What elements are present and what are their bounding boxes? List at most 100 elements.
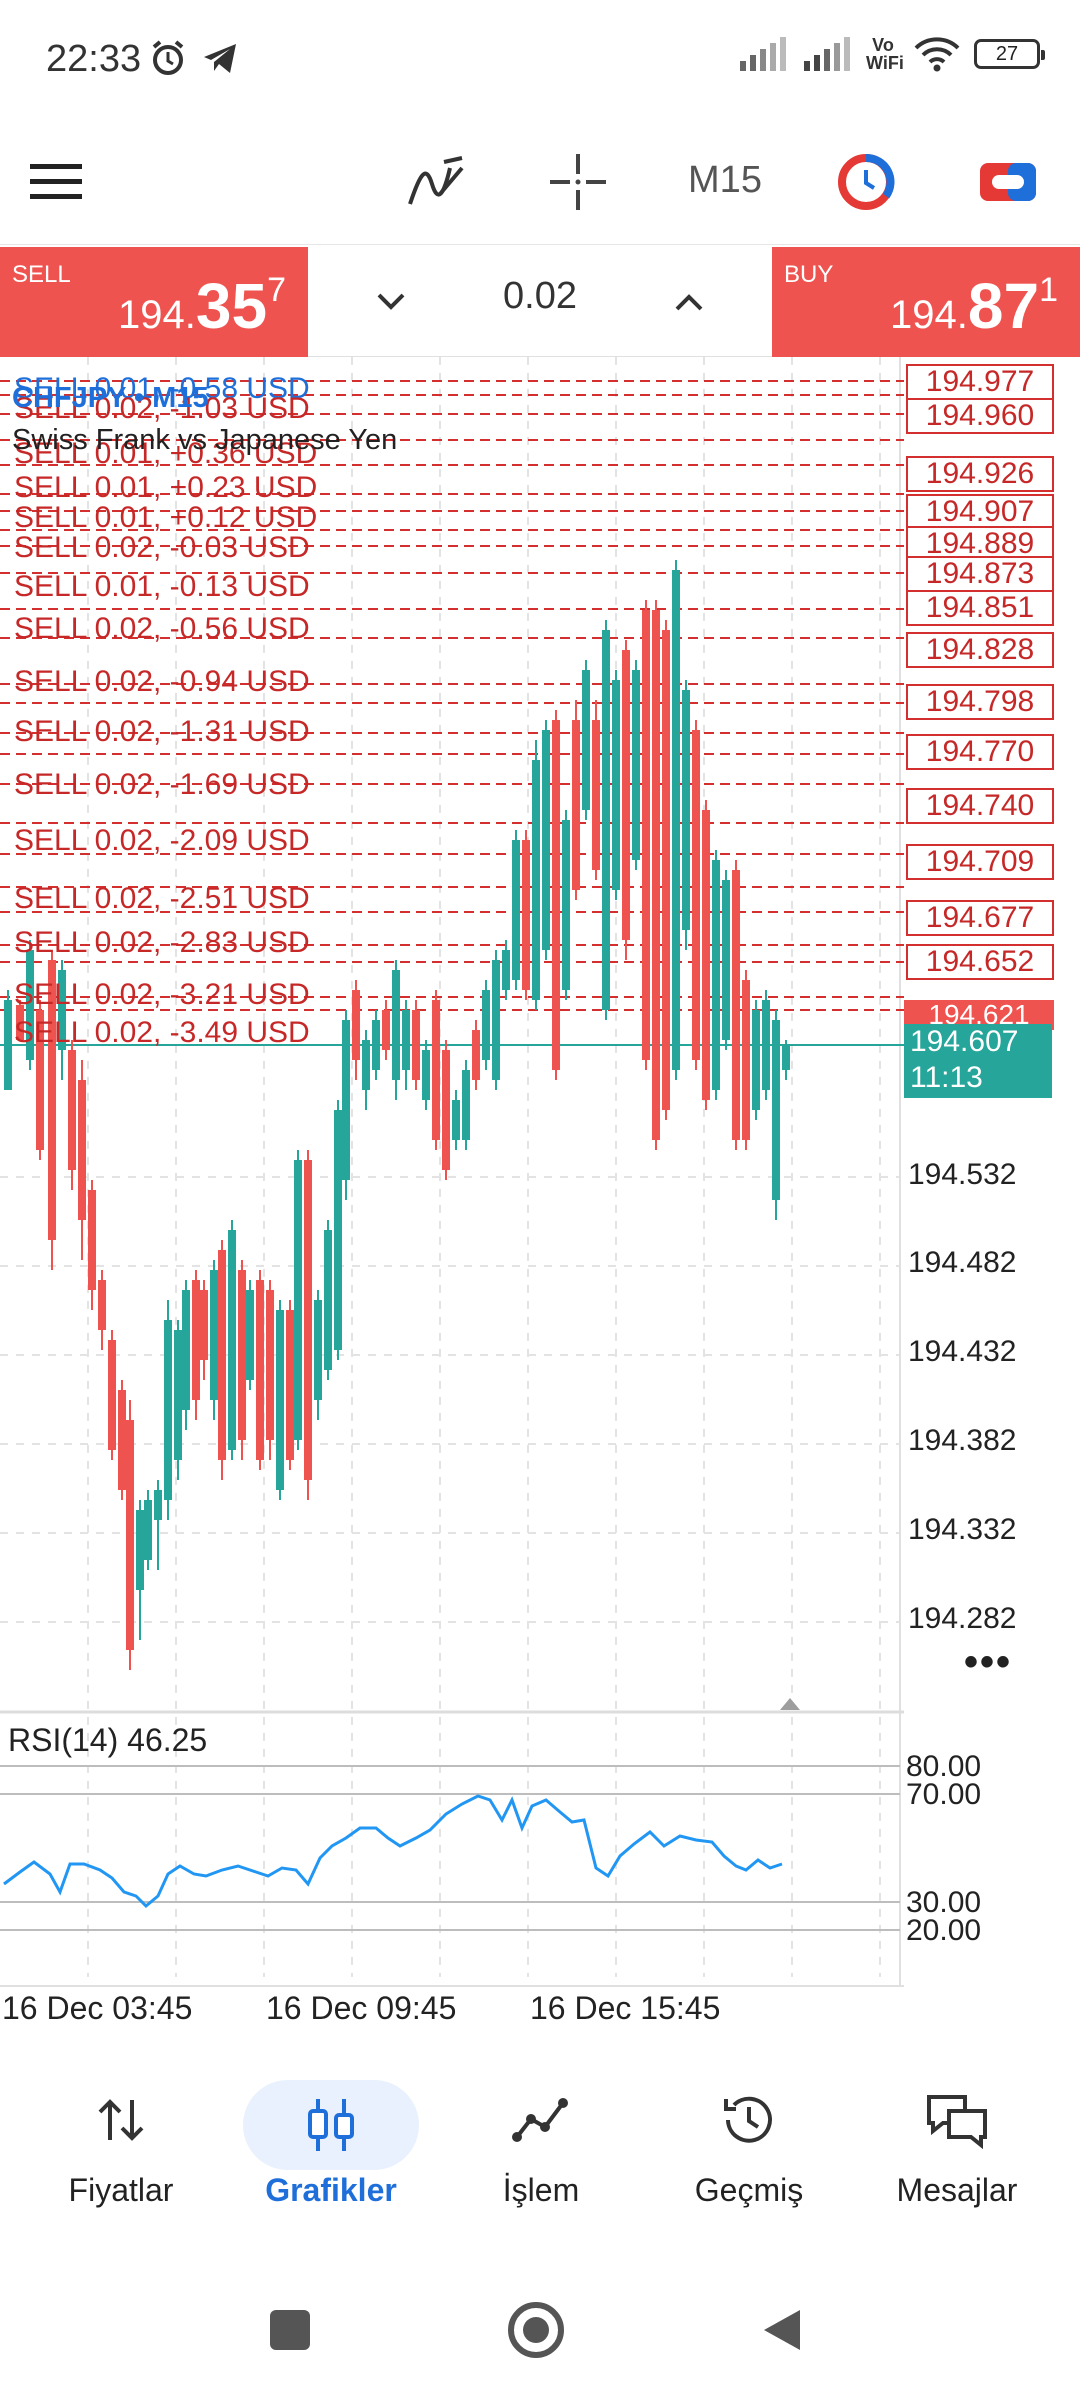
- candle-body: [612, 680, 620, 890]
- order-label[interactable]: SELL 0.01, +0.23 USD: [14, 471, 318, 504]
- price-chart[interactable]: [0, 357, 1080, 1997]
- candle-body: [552, 720, 560, 1070]
- one-click-trade-panel: SELL 194.357 0.02 BUY 194.871: [0, 245, 1080, 357]
- volume-decrease-button[interactable]: [358, 269, 424, 335]
- candle-body: [200, 1290, 208, 1360]
- buy-button[interactable]: BUY 194.871: [772, 247, 1080, 357]
- candle-body: [392, 970, 400, 1080]
- back-button[interactable]: [742, 2290, 822, 2370]
- candle-body: [118, 1390, 126, 1490]
- candles-icon: [308, 2099, 354, 2151]
- candle-body: [542, 730, 550, 950]
- candle-body: [682, 690, 690, 930]
- order-label[interactable]: SELL 0.02, -2.51 USD: [14, 882, 310, 915]
- candle-body: [136, 1510, 144, 1590]
- volume-value[interactable]: 0.02: [503, 275, 577, 317]
- menu-icon[interactable]: [16, 142, 96, 222]
- candle-body: [4, 1000, 12, 1090]
- order-label[interactable]: SELL 0.01, +0.12 USD: [14, 501, 318, 534]
- timeframe-button[interactable]: M15: [688, 159, 762, 201]
- status-bar: 22:33 Vo WiFi 27: [0, 0, 1080, 120]
- signal-icon: [740, 37, 786, 71]
- current-price-tag: 194.607 11:13: [904, 1024, 1052, 1098]
- candle-body: [78, 1080, 86, 1220]
- candle-body: [422, 1050, 430, 1100]
- status-time: 22:33: [46, 38, 142, 80]
- order-price-tag: 194.977: [906, 364, 1054, 400]
- candle-body: [210, 1270, 218, 1400]
- bottom-navigation: Fiyatlar Grafikler İşlem Geçmiş Mesajlar: [0, 2060, 1080, 2230]
- order-price-tag: 194.926: [906, 456, 1054, 492]
- order-label[interactable]: SELL 0.02, -0.03 USD: [14, 531, 310, 564]
- candle-body: [182, 1290, 190, 1410]
- crosshair-icon[interactable]: [538, 142, 618, 222]
- order-label[interactable]: SELL 0.02, -1.03 USD: [14, 392, 310, 425]
- candle-body: [512, 840, 520, 980]
- order-label[interactable]: SELL 0.02, -1.31 USD: [14, 715, 310, 748]
- candle-body: [334, 1110, 342, 1350]
- trade-line-icon: [512, 2098, 568, 2142]
- home-button[interactable]: [496, 2290, 576, 2370]
- rsi-level-label: 70.00: [906, 1778, 982, 1811]
- candle-body: [362, 1040, 370, 1090]
- candle-body: [732, 870, 740, 1140]
- chevron-down-icon: [377, 293, 405, 310]
- order-label[interactable]: SELL 0.01, -0.58 USD: [14, 372, 310, 405]
- sell-button[interactable]: SELL 194.357: [0, 247, 308, 357]
- chevron-up-icon: [675, 294, 703, 311]
- candle-body: [562, 820, 570, 990]
- telegram-icon: [204, 44, 236, 73]
- order-price-tag: 194.652: [906, 944, 1054, 980]
- candle-body: [622, 650, 630, 940]
- candle-body: [58, 970, 66, 1050]
- order-label[interactable]: SELL 0.02, -3.49 USD: [14, 1016, 310, 1049]
- candle-body: [48, 960, 56, 1240]
- order-price-tag: 194.770: [906, 734, 1054, 770]
- nav-quotes[interactable]: Fiyatlar: [26, 2080, 216, 2230]
- order-label[interactable]: SELL 0.02, -3.21 USD: [14, 978, 310, 1011]
- nav-history[interactable]: Geçmiş: [654, 2080, 844, 2230]
- candle-body: [294, 1160, 302, 1440]
- status-left-icons: [148, 38, 240, 78]
- candle-body: [164, 1320, 172, 1500]
- candle-body: [174, 1330, 182, 1460]
- volume-control: 0.02: [308, 247, 772, 357]
- order-label[interactable]: SELL 0.01, +0.36 USD: [14, 437, 318, 470]
- nav-charts[interactable]: Grafikler: [236, 2080, 426, 2230]
- candle-body: [286, 1310, 294, 1460]
- nav-trade[interactable]: İşlem: [446, 2080, 636, 2230]
- candle-body: [432, 1000, 440, 1140]
- chart-description: Swiss Frank vs Japanese Yen: [12, 424, 398, 456]
- order-label[interactable]: SELL 0.01, -0.13 USD: [14, 570, 310, 603]
- candle-body: [192, 1280, 200, 1400]
- candle-body: [126, 1420, 134, 1650]
- more-options-icon[interactable]: •••: [964, 1640, 1013, 1684]
- order-label[interactable]: SELL 0.02, -2.83 USD: [14, 926, 310, 959]
- time-axis-label: 16 Dec 03:45: [2, 1990, 193, 2026]
- one-click-trading-icon[interactable]: [968, 142, 1048, 222]
- bar-timer: 11:13: [910, 1061, 983, 1094]
- candle-body: [602, 630, 610, 1010]
- history-icon: [724, 2096, 772, 2143]
- candle-body: [582, 670, 590, 810]
- indicators-icon[interactable]: [396, 142, 476, 222]
- price-axis-label: 194.332: [908, 1513, 1017, 1546]
- volume-increase-button[interactable]: [656, 269, 722, 335]
- trade-timer-icon[interactable]: [826, 142, 906, 222]
- nav-messages[interactable]: Mesajlar: [862, 2080, 1052, 2230]
- candle-body: [352, 990, 360, 1060]
- status-right-icons: Vo WiFi 27: [738, 36, 1045, 72]
- current-price: 194.607: [910, 1025, 1019, 1058]
- candle-body: [762, 1000, 770, 1090]
- rsi-label: RSI(14) 46.25: [8, 1722, 208, 1758]
- order-label[interactable]: SELL 0.02, -1.69 USD: [14, 768, 310, 801]
- order-label[interactable]: SELL 0.02, -0.56 USD: [14, 612, 310, 645]
- price-axis-label: 194.532: [908, 1158, 1017, 1191]
- recents-button[interactable]: [250, 2290, 330, 2370]
- order-price-tag: 194.960: [906, 398, 1054, 434]
- alarm-icon: [152, 40, 184, 75]
- candle-body: [502, 950, 510, 990]
- order-label[interactable]: SELL 0.02, -2.09 USD: [14, 824, 310, 857]
- order-label[interactable]: SELL 0.02, -0.94 USD: [14, 665, 310, 698]
- candle-body: [304, 1160, 312, 1480]
